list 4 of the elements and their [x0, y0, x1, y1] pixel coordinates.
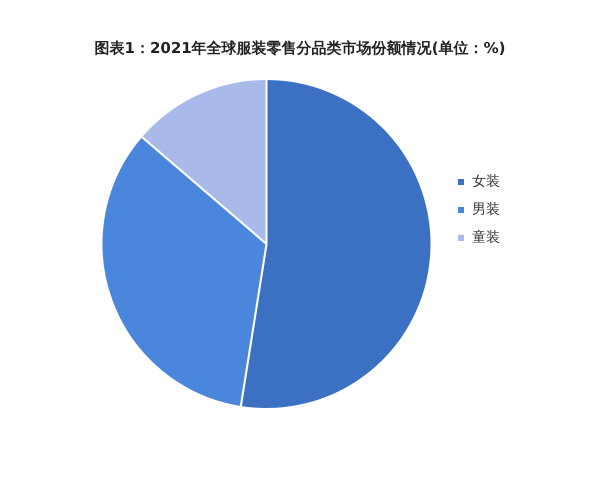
legend-label: 童装	[472, 230, 500, 246]
legend-label: 女装	[472, 174, 500, 190]
chart-title: 图表1：2021年全球服装零售分品类市场份额情况(单位：%)	[94, 38, 506, 57]
legend-label: 男装	[472, 202, 500, 218]
